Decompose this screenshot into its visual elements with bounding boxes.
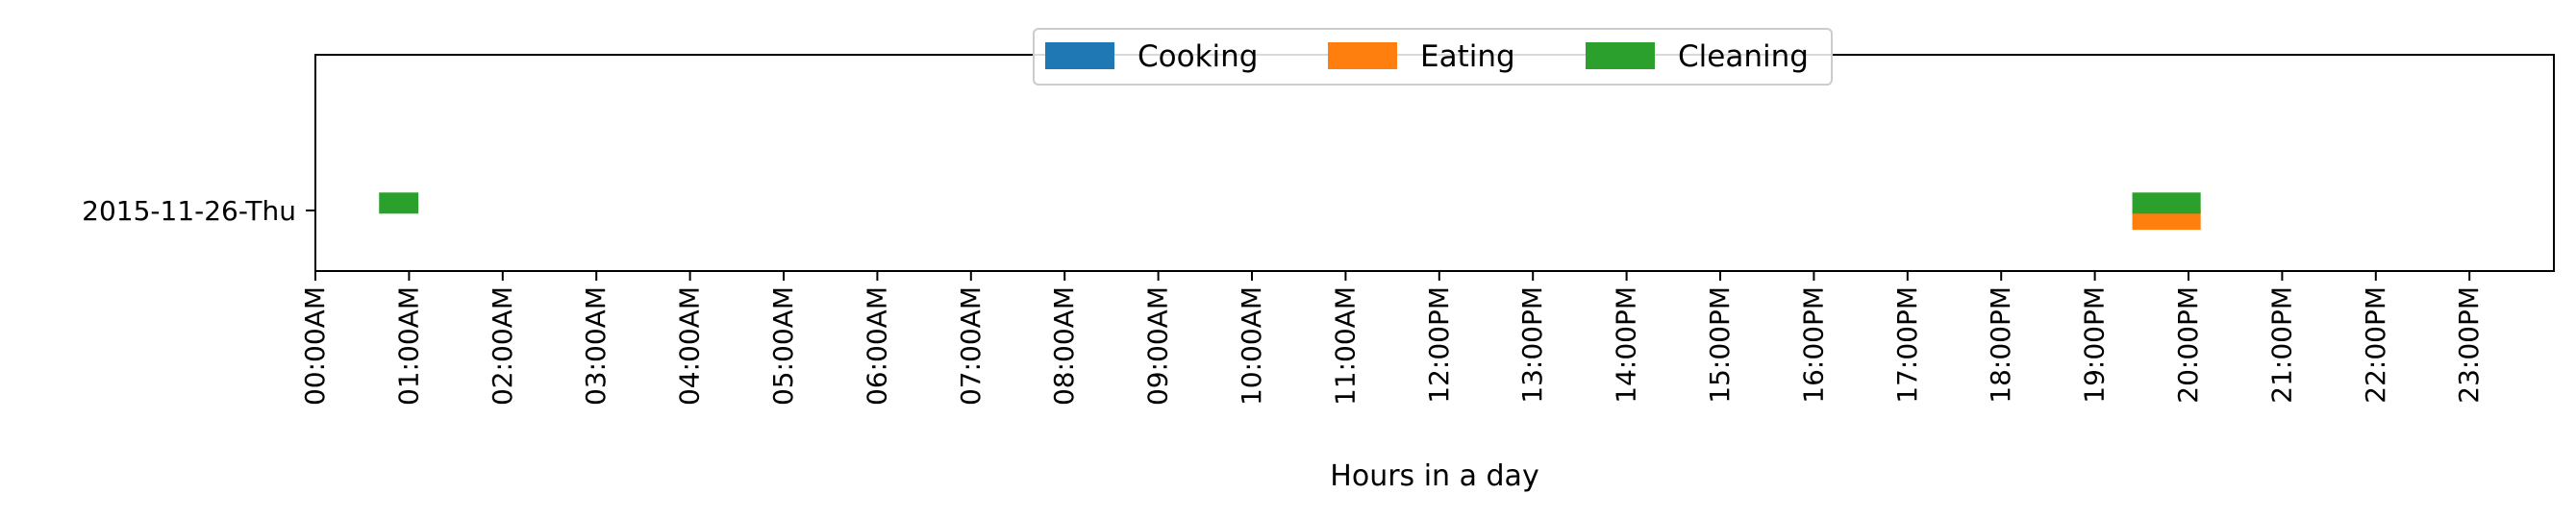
x-tick-label: 21:00PM: [2265, 286, 2297, 404]
x-tick-label: 11:00AM: [1329, 286, 1361, 406]
x-tick-label: 02:00AM: [487, 286, 518, 406]
bars-layer: [379, 192, 2201, 231]
bar-eating: [2132, 209, 2201, 231]
x-tick-label: 04:00AM: [674, 286, 706, 406]
x-tick-label: 14:00PM: [1611, 286, 1642, 404]
x-tick-label: 20:00PM: [2172, 286, 2204, 404]
legend-label-eating: Eating: [1420, 39, 1515, 74]
x-tick-label: 19:00PM: [2079, 286, 2111, 404]
x-tick-label: 17:00PM: [1891, 286, 1923, 404]
x-tick-label: 07:00AM: [955, 286, 987, 406]
y-tick-label: 2015-11-26-Thu: [82, 195, 296, 227]
x-tick-label: 12:00PM: [1423, 286, 1455, 404]
bar-cleaning: [2132, 192, 2201, 214]
x-tick-label: 18:00PM: [1985, 286, 2016, 404]
y-axis-ticks: 2015-11-26-Thu: [82, 195, 315, 227]
x-tick-label: 03:00AM: [580, 286, 612, 406]
legend: Cooking Eating Cleaning: [1033, 28, 1833, 86]
bar-cleaning: [379, 192, 419, 214]
legend-swatch-cleaning: [1586, 42, 1655, 69]
x-axis-label: Hours in a day: [1330, 459, 1538, 493]
x-tick-label: 13:00PM: [1516, 286, 1548, 404]
x-tick-label: 10:00AM: [1236, 286, 1267, 406]
legend-label-cooking: Cooking: [1138, 39, 1258, 74]
legend-label-cleaning: Cleaning: [1678, 39, 1809, 74]
x-tick-label: 22:00PM: [2360, 286, 2391, 404]
x-tick-label: 08:00AM: [1048, 286, 1080, 406]
x-tick-label: 05:00AM: [767, 286, 799, 406]
plot-area: [314, 54, 2555, 272]
x-tick-label: 00:00AM: [299, 286, 331, 406]
x-tick-label: 09:00AM: [1142, 286, 1174, 406]
x-tick-label: 01:00AM: [392, 286, 424, 406]
x-axis-ticks: 00:00AM 01:00AM 02:00AM 03:00AM 04:00AM 05:00…: [299, 271, 2485, 406]
x-tick-label: 06:00AM: [861, 286, 892, 406]
x-tick-label: 15:00PM: [1704, 286, 1736, 404]
legend-swatch-eating: [1328, 42, 1397, 69]
x-tick-label: 16:00PM: [1797, 286, 1829, 404]
legend-swatch-cooking: [1045, 42, 1114, 69]
x-tick-label: 23:00PM: [2453, 286, 2485, 404]
